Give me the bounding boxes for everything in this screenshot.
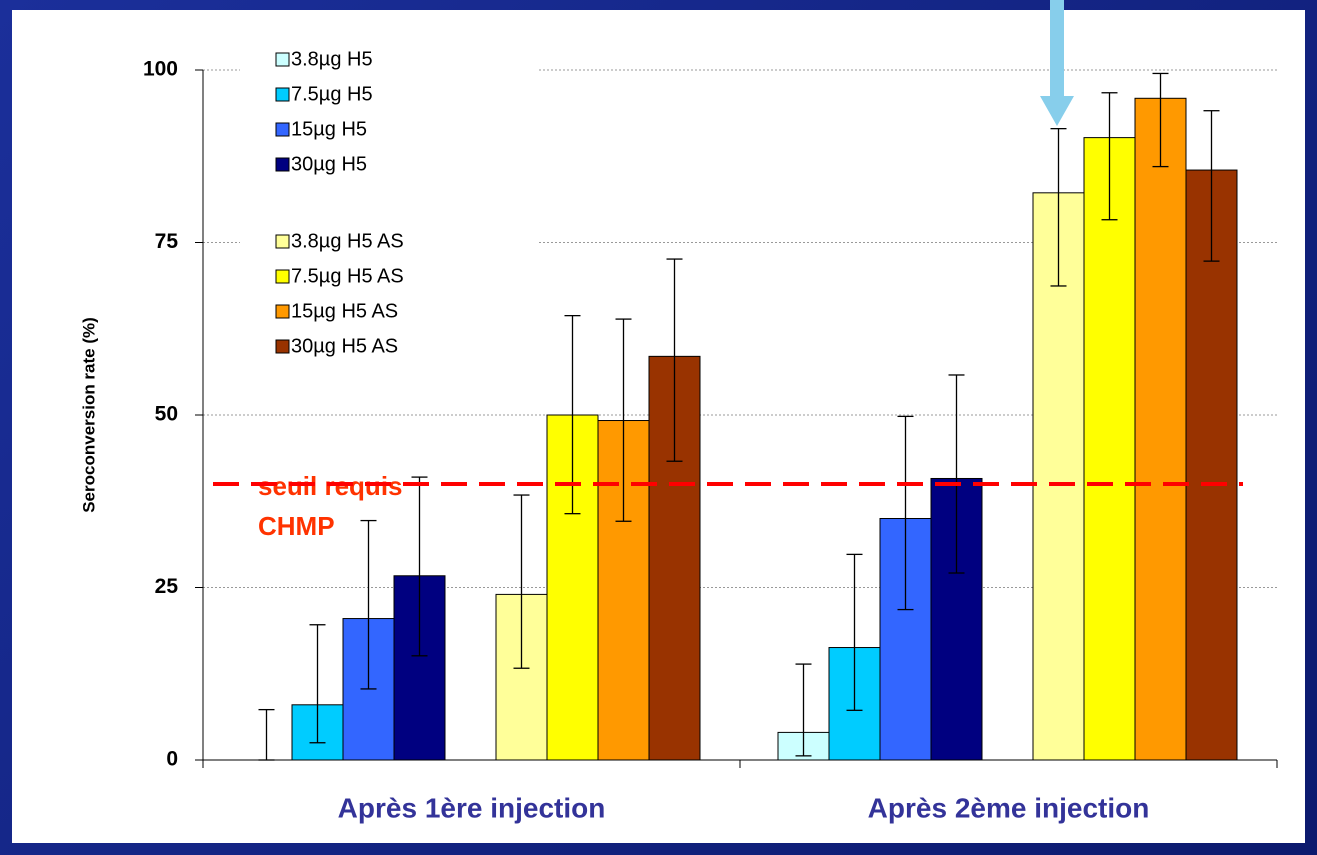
legend-label: 15µg H5 AS [291, 300, 398, 322]
legend-swatch [275, 339, 290, 354]
legend-label: 15µg H5 [291, 118, 367, 140]
error-bar [1203, 110, 1220, 262]
error-bar [948, 374, 965, 574]
legend-label: 3.8µg H5 AS [291, 230, 404, 252]
bar [1134, 97, 1187, 761]
legend-label: 7.5µg H5 [291, 83, 373, 105]
y-tick-label: 100 [143, 58, 178, 81]
error-bar [360, 519, 377, 690]
error-bar [1152, 72, 1169, 168]
legend-swatch [275, 52, 290, 67]
error-bar [1101, 92, 1118, 221]
error-bar [795, 663, 812, 757]
legend-swatch [275, 304, 290, 319]
error-bar [411, 476, 428, 657]
plot: 0 25 50 75 100 Après 1ère injection Après 2ème… [143, 38, 1278, 823]
threshold-label: CHMP [258, 511, 335, 541]
bar [930, 477, 983, 761]
legend-swatch [275, 157, 290, 172]
legend-label: 30µg H5 AS [291, 335, 398, 357]
error-bar [897, 415, 914, 611]
legend-swatch [275, 87, 290, 102]
legend-swatch [275, 122, 290, 137]
error-bar [309, 624, 326, 744]
bar [1032, 192, 1085, 761]
arrow [1040, 0, 1074, 126]
legend-swatch [275, 269, 290, 284]
y-tick-label: 25 [155, 575, 179, 598]
error-bar [1050, 127, 1067, 287]
y-tick-label: 0 [166, 748, 178, 771]
error-bar [564, 314, 581, 515]
legend-label: 3.8µg H5 [291, 48, 373, 70]
y-tick-label: 75 [155, 230, 179, 253]
x-tick-label: Après 1ère injection [338, 792, 606, 823]
error-bar [513, 494, 530, 669]
error-bar [666, 258, 683, 462]
error-bar [615, 318, 632, 522]
legend-label: 30µg H5 [291, 153, 367, 175]
bar [1083, 137, 1136, 761]
legend-swatch [275, 234, 290, 249]
legend-bg [240, 38, 538, 368]
error-bar [846, 553, 863, 711]
y-tick-label: 50 [155, 403, 178, 426]
legend-label: 7.5µg H5 AS [291, 265, 404, 287]
x-tick-label: Après 2ème injection [868, 792, 1150, 823]
y-axis-label: Seroconversion rate (%) [79, 317, 98, 513]
error-bar [258, 708, 275, 761]
bar [1185, 169, 1238, 761]
